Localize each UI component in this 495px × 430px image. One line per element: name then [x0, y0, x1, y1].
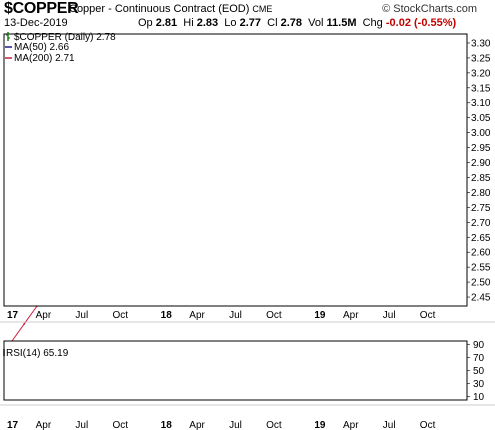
brand-watermark: © StockCharts.com: [382, 3, 477, 15]
quote-summary: Op 2.81 Hi 2.83 Lo 2.77 Cl 2.78 Vol 11.5…: [138, 18, 456, 29]
price-x-tick-label: 17: [7, 310, 19, 321]
rsi-x-tick-label: Apr: [343, 420, 359, 430]
price-x-tick-label: Apr: [343, 310, 359, 321]
rsi-y-tick-label: 30: [473, 379, 485, 390]
price-x-tick-label: Jul: [383, 310, 396, 321]
legend-label: $COPPER (Daily) 2.78: [14, 32, 116, 43]
legend-label: MA(200) 2.71: [14, 53, 75, 64]
change-label: Chg: [362, 17, 383, 29]
price-x-tick-label: Jul: [229, 310, 242, 321]
price-y-tick-label: 2.75: [471, 203, 491, 214]
rsi-x-tick-label: Apr: [36, 420, 52, 430]
rsi-x-tick-label: Jul: [75, 420, 88, 430]
price-y-tick-label: 2.45: [471, 293, 491, 304]
close-value: 2.78: [280, 17, 303, 29]
price-y-tick-label: 3.00: [471, 128, 491, 139]
price-x-tick-label: 18: [161, 310, 173, 321]
price-x-tick-label: Apr: [36, 310, 52, 321]
low-value: 2.77: [239, 17, 262, 29]
open-label: Op: [138, 17, 153, 29]
price-y-tick-label: 2.50: [471, 278, 491, 289]
rsi-x-tick-label: Oct: [420, 420, 436, 430]
price-x-tick-label: 19: [314, 310, 326, 321]
price-x-tick-label: Apr: [189, 310, 205, 321]
price-y-tick-label: 2.55: [471, 263, 491, 274]
price-panel-background: [4, 34, 467, 306]
price-y-tick-label: 2.90: [471, 158, 491, 169]
exchange-text: CME: [252, 4, 273, 14]
rsi-legend-label: RSI(14) 65.19: [6, 348, 69, 359]
description-text: Copper - Continuous Contract (EOD): [69, 3, 250, 15]
rsi-x-tick-label: 19: [314, 420, 326, 430]
rsi-y-tick-label: 70: [473, 353, 485, 364]
rsi-x-tick-label: Jul: [383, 420, 396, 430]
price-x-tick-label: Oct: [112, 310, 128, 321]
price-y-tick-label: 2.65: [471, 233, 491, 244]
close-label: Cl: [267, 17, 278, 29]
panel-frames: [0, 33, 495, 406]
rsi-y-tick-label: 10: [473, 392, 485, 403]
change-value: -0.02 (-0.55%): [385, 17, 457, 29]
rsi-x-tick-label: 18: [161, 420, 173, 430]
price-x-tick-label: Jul: [75, 310, 88, 321]
rsi-x-tick-label: Jul: [229, 420, 242, 430]
price-panel-frame: [3, 33, 468, 307]
high-value: 2.83: [196, 17, 219, 29]
rsi-y-tick-label: 50: [473, 366, 485, 377]
price-y-tick-label: 2.70: [471, 218, 491, 229]
price-y-tick-label: 3.10: [471, 98, 491, 109]
quote-date: 13-Dec-2019: [4, 17, 68, 29]
price-y-tick-label: 3.05: [471, 113, 491, 124]
price-x-tick-label: Oct: [266, 310, 282, 321]
volume-value: 11.5M: [326, 17, 357, 29]
rsi-x-tick-label: Oct: [112, 420, 128, 430]
price-x-tick-label: Oct: [420, 310, 436, 321]
price-y-tick-label: 3.15: [471, 83, 491, 94]
symbol-title: $COPPER: [4, 0, 79, 17]
price-y-tick-label: 3.30: [471, 38, 491, 49]
axes: 2.45 2.50 2.55 2.60 2.65 2.70 2.75 2.80 2.85 2.90…: [7, 38, 491, 430]
symbol-description: Copper - Continuous Contract (EOD) CME: [69, 4, 272, 15]
volume-label: Vol: [308, 17, 324, 29]
rsi-panel-background: [4, 341, 467, 400]
open-value: 2.81: [155, 17, 178, 29]
high-label: Hi: [183, 17, 194, 29]
price-y-tick-label: 2.85: [471, 173, 491, 184]
price-y-tick-label: 2.60: [471, 248, 491, 259]
chart-header: $COPPER Copper - Continuous Contract (EO…: [0, 0, 495, 30]
ma200-point: [23, 323, 26, 325]
legend-label: MA(50) 2.66: [14, 42, 69, 53]
rsi-x-tick-label: Apr: [189, 420, 205, 430]
price-y-tick-label: 3.20: [471, 68, 491, 79]
rsi-x-tick-label: Oct: [266, 420, 282, 430]
price-y-tick-label: 2.95: [471, 143, 491, 154]
price-y-tick-label: 3.25: [471, 53, 491, 64]
rsi-x-tick-label: 17: [7, 420, 19, 430]
price-y-tick-label: 2.80: [471, 188, 491, 199]
rsi-y-tick-label: 90: [473, 340, 485, 351]
low-label: Lo: [224, 17, 237, 29]
